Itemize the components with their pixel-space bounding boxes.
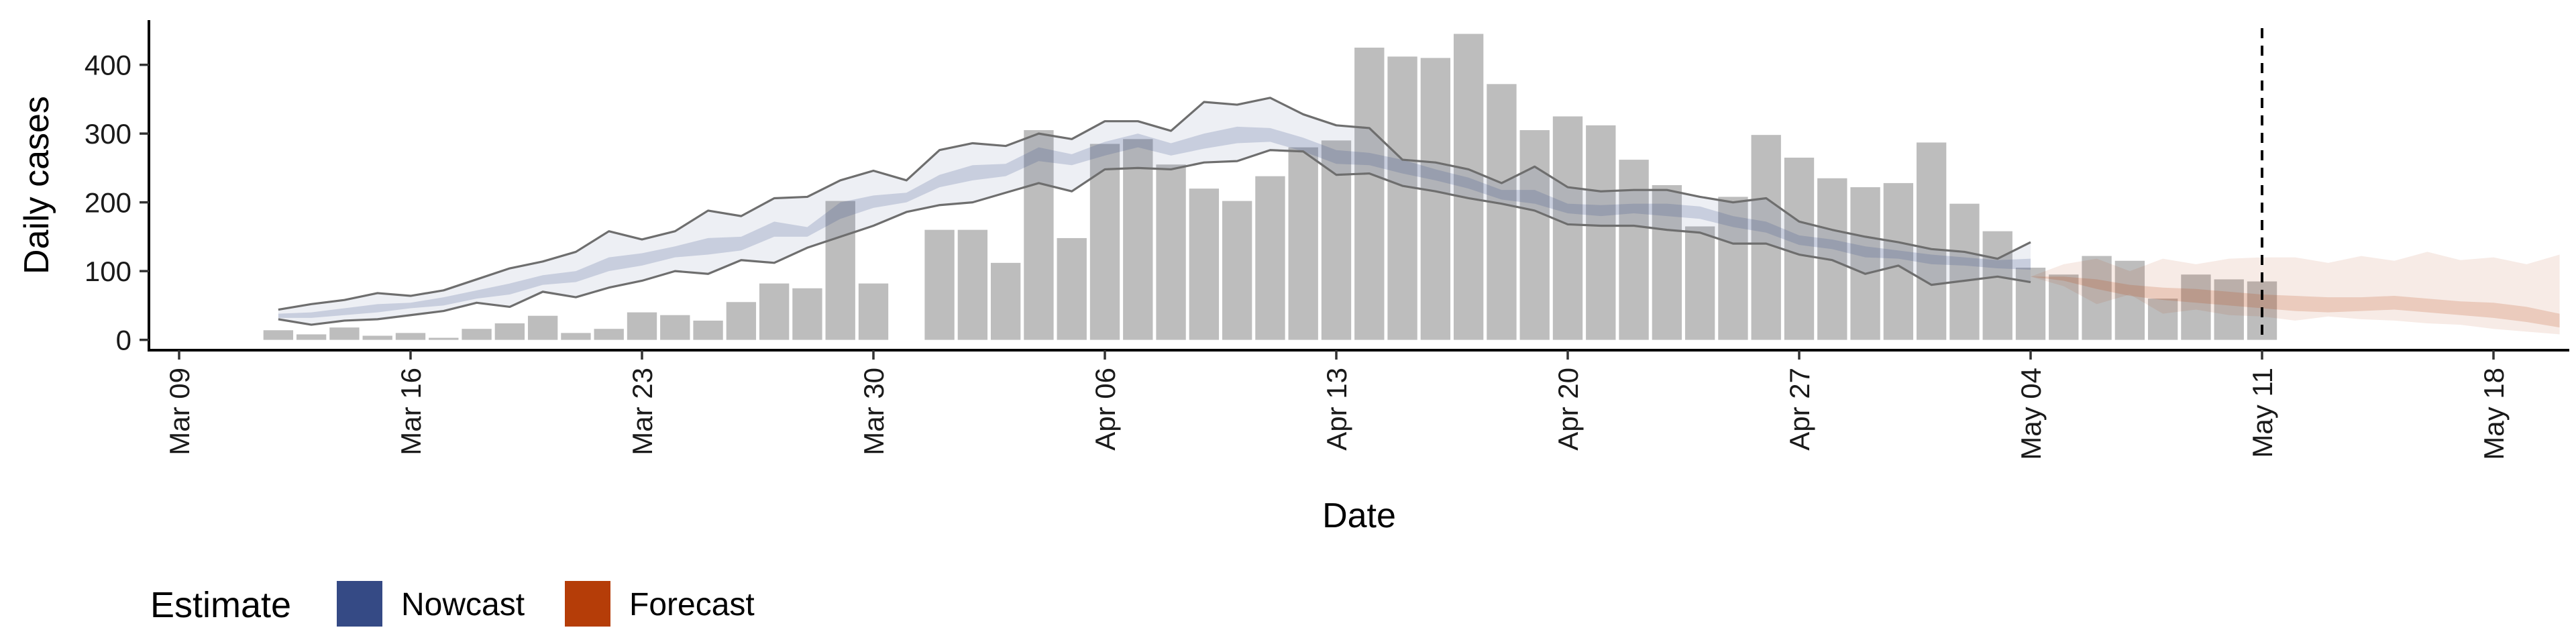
nowcast-lower-line <box>278 149 2031 326</box>
legend: Estimate Nowcast Forecast <box>150 581 755 627</box>
bar <box>2181 274 2211 340</box>
bar <box>693 320 723 340</box>
bar <box>527 315 558 340</box>
bar <box>494 323 525 340</box>
bar <box>1255 176 1285 340</box>
bands-layer <box>278 97 2560 335</box>
bar <box>2214 279 2244 340</box>
bar <box>1519 130 1550 340</box>
bar <box>296 334 327 340</box>
y-axis-title: Daily cases <box>17 96 56 274</box>
bar <box>1420 58 1451 340</box>
bar <box>1222 201 1252 340</box>
bar <box>1916 142 1947 340</box>
bar <box>1883 182 1914 340</box>
bar <box>462 329 492 340</box>
bar <box>561 333 591 340</box>
x-tick-label: May 18 <box>2478 368 2510 460</box>
bar <box>1156 164 1186 340</box>
forecast-band-90 <box>2031 252 2560 335</box>
legend-title: Estimate <box>150 585 291 625</box>
x-axis-ticks: Mar 09 Mar 16 Mar 23 Mar 30 Apr 06 Apr 13 Apr … <box>164 350 2510 460</box>
bar <box>1354 48 1385 340</box>
bar <box>429 337 459 340</box>
bar <box>1850 187 1880 340</box>
y-tick-label: 400 <box>85 50 131 81</box>
bar <box>1487 84 1517 340</box>
legend-swatch-nowcast <box>337 581 382 627</box>
x-tick-label: Apr 13 <box>1321 368 1352 451</box>
bar <box>1123 139 1153 340</box>
nowcast-upper-line <box>278 97 2031 311</box>
bar <box>924 229 955 340</box>
bar <box>1784 158 1815 340</box>
x-axis-title: Date <box>1322 496 1396 535</box>
bar <box>1586 125 1616 340</box>
y-tick-label: 300 <box>85 118 131 150</box>
x-tick-label: Mar 30 <box>858 368 890 455</box>
bar <box>594 329 624 340</box>
bar <box>263 330 294 340</box>
bar <box>2049 274 2079 340</box>
bar <box>1024 130 1054 340</box>
nowcast-band-90 <box>278 97 2031 325</box>
legend-swatch-forecast <box>565 581 610 627</box>
forecast-band-50 <box>2031 276 2560 328</box>
nowcast-band-50 <box>278 126 2031 318</box>
legend-label-nowcast: Nowcast <box>401 587 525 623</box>
bar <box>362 335 392 340</box>
x-tick-label: May 04 <box>2015 368 2047 460</box>
bar <box>1718 197 1748 340</box>
bar <box>329 327 360 340</box>
x-tick-label: Mar 23 <box>627 368 658 455</box>
bar <box>395 333 426 340</box>
y-tick-label: 200 <box>85 187 131 219</box>
bar <box>990 262 1021 340</box>
bar <box>759 283 790 340</box>
bar <box>1057 237 1087 340</box>
bar <box>1552 116 1583 340</box>
bar <box>825 201 855 340</box>
bar <box>2147 299 2178 340</box>
bar <box>792 288 822 340</box>
x-tick-label: Mar 16 <box>395 368 427 455</box>
bar <box>1982 231 2012 340</box>
bar <box>1684 226 1715 340</box>
x-tick-label: May 11 <box>2247 368 2278 458</box>
y-tick-label: 0 <box>116 325 131 356</box>
bar <box>2114 260 2145 340</box>
bar <box>1453 34 1484 340</box>
bar <box>1387 56 1417 340</box>
bar <box>1949 203 1980 340</box>
x-tick-label: Apr 27 <box>1784 368 1815 451</box>
bar <box>1619 160 1649 340</box>
bar <box>957 229 988 340</box>
bar <box>1189 189 1220 340</box>
x-tick-label: Mar 09 <box>164 368 195 455</box>
bars-layer <box>263 34 2277 340</box>
bar <box>1288 147 1318 340</box>
y-axis-ticks: 0 100 200 300 400 <box>85 50 149 356</box>
bar <box>1652 185 1682 340</box>
bound-lines-layer <box>278 97 2031 326</box>
bar <box>1751 135 1781 340</box>
bar <box>858 283 889 340</box>
bar <box>660 315 690 340</box>
bar <box>627 312 657 340</box>
legend-label-forecast: Forecast <box>629 587 755 623</box>
bar <box>726 302 757 340</box>
bar <box>2082 256 2112 340</box>
y-tick-label: 100 <box>85 256 131 287</box>
x-tick-label: Apr 06 <box>1089 368 1121 451</box>
x-tick-label: Apr 20 <box>1552 368 1584 451</box>
